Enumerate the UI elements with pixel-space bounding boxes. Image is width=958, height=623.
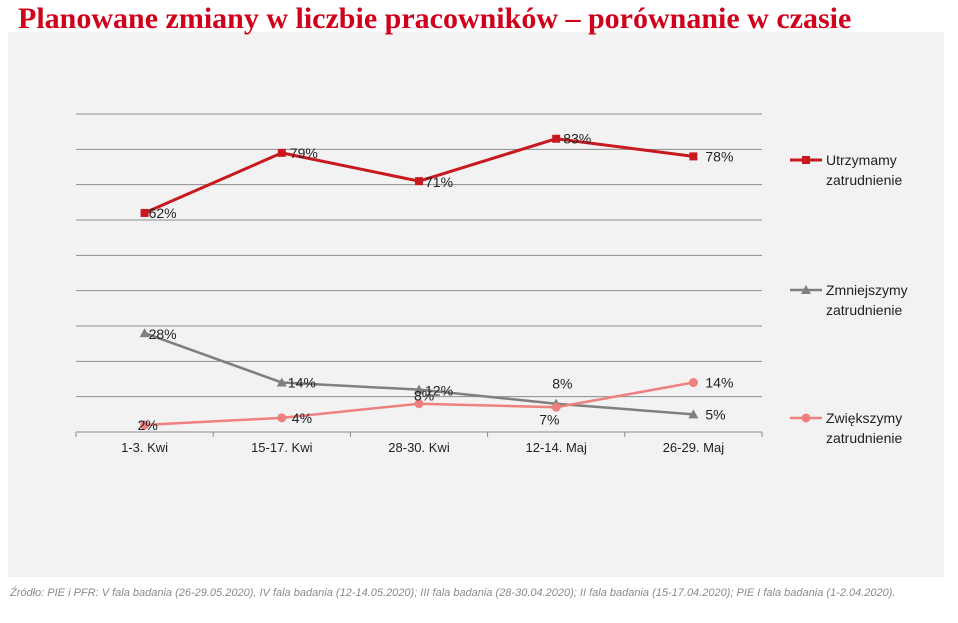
x-tick-label: 26-29. Maj xyxy=(663,440,725,455)
data-label: 5% xyxy=(705,406,725,422)
data-point xyxy=(414,399,424,409)
data-label: 79% xyxy=(290,145,318,161)
data-point xyxy=(277,413,287,423)
data-point xyxy=(140,208,149,217)
data-label: 8% xyxy=(414,388,434,404)
data-point xyxy=(139,328,150,338)
legend-label: Zmniejszymy xyxy=(826,282,908,298)
data-point xyxy=(414,384,424,394)
data-label: 4% xyxy=(292,410,312,426)
x-tick-label: 1-3. Kwi xyxy=(121,440,168,455)
x-tick-label: 15-17. Kwi xyxy=(251,440,313,455)
data-label: 78% xyxy=(705,148,733,164)
data-label: 2% xyxy=(138,417,158,433)
data-label: 14% xyxy=(705,375,733,391)
data-point xyxy=(688,409,699,419)
legend-label: zatrudnienie xyxy=(826,172,902,188)
data-label: 28% xyxy=(149,326,177,342)
source-note: Źródło: PIE i PFR: V fala badania (26-29… xyxy=(10,587,896,599)
chart-title: Planowane zmiany w liczbie pracowników –… xyxy=(18,2,852,35)
data-point xyxy=(551,402,561,412)
data-point xyxy=(277,148,286,157)
data-label: 14% xyxy=(288,375,316,391)
data-label: 71% xyxy=(425,174,453,190)
legend-marker xyxy=(801,285,811,294)
data-point xyxy=(276,377,287,387)
series-line-1 xyxy=(143,137,694,215)
legend-label: zatrudnienie xyxy=(826,302,902,318)
data-label: 12% xyxy=(425,383,453,399)
data-label: 83% xyxy=(563,131,591,147)
legend-label: zatrudnienie xyxy=(826,430,902,446)
legend-marker xyxy=(801,413,811,423)
x-tick-label: 28-30. Kwi xyxy=(388,440,450,455)
data-point xyxy=(552,134,561,143)
legend-marker xyxy=(802,156,810,164)
chart-panel xyxy=(8,32,944,577)
data-point xyxy=(689,152,698,161)
legend-label: Utrzymamy xyxy=(826,152,897,168)
data-point xyxy=(140,420,150,430)
data-label: 62% xyxy=(149,205,177,221)
data-label: 7% xyxy=(539,411,559,427)
data-point xyxy=(415,177,423,186)
data-point xyxy=(688,378,698,388)
data-label: 8% xyxy=(552,376,572,392)
legend-label: Zwiększymy xyxy=(826,410,902,426)
x-tick-label: 12-14. Maj xyxy=(525,440,587,455)
